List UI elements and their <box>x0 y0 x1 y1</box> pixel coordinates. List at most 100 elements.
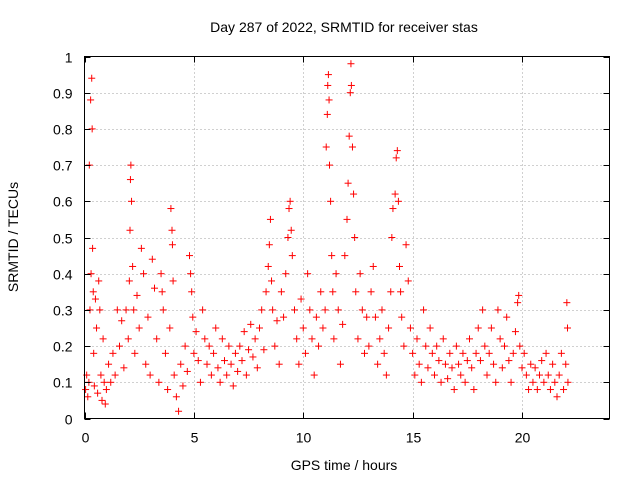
data-points <box>82 60 572 415</box>
data-point <box>258 306 266 314</box>
y-tick-labels: 0 0.1 0.2 0.3 0.4 0.5 0.6 0.7 0.8 0.9 1 <box>53 50 73 428</box>
y-tick-label: 0.6 <box>53 194 73 210</box>
data-point <box>387 288 395 296</box>
data-point <box>374 360 382 368</box>
data-point <box>494 306 502 314</box>
data-point <box>301 349 309 357</box>
data-point <box>321 306 329 314</box>
x-tick-label: 15 <box>406 430 422 446</box>
data-point <box>128 197 136 205</box>
axis-ticks <box>84 56 610 420</box>
data-point <box>275 360 283 368</box>
data-point <box>542 349 550 357</box>
data-point <box>131 349 139 357</box>
data-point <box>394 197 402 205</box>
data-point <box>397 288 405 296</box>
data-point <box>167 205 175 213</box>
data-point <box>392 154 400 162</box>
data-point <box>242 371 250 379</box>
data-point <box>102 386 110 394</box>
data-point <box>188 288 196 296</box>
data-point <box>229 382 237 390</box>
data-point <box>339 320 347 328</box>
y-tick-label: 0.3 <box>53 303 73 319</box>
x-tick-label: 20 <box>515 430 531 446</box>
data-point <box>216 378 224 386</box>
data-point <box>501 342 508 350</box>
data-point <box>88 125 96 133</box>
data-point <box>231 349 239 357</box>
data-point <box>291 306 298 314</box>
data-point <box>196 378 204 386</box>
data-point <box>135 324 143 332</box>
data-point <box>264 262 272 270</box>
data-point <box>344 179 352 187</box>
data-point <box>218 335 226 343</box>
data-point <box>187 270 195 278</box>
data-point <box>529 378 537 386</box>
data-point <box>109 349 117 357</box>
y-axis-label: SRMTID / TECUs <box>5 182 21 292</box>
data-point <box>126 176 134 184</box>
data-point <box>358 306 366 314</box>
data-point <box>347 60 355 68</box>
data-point <box>463 357 471 365</box>
data-point <box>393 147 401 155</box>
data-point <box>179 382 187 390</box>
data-point <box>564 324 571 332</box>
data-point <box>93 324 101 332</box>
y-tick-label: 0.8 <box>53 122 73 138</box>
data-point <box>186 252 193 260</box>
data-point <box>326 161 333 169</box>
data-point <box>413 335 421 343</box>
data-point <box>461 378 469 386</box>
grid-lines <box>84 56 610 419</box>
data-point <box>376 335 384 343</box>
data-point <box>95 277 103 285</box>
data-point <box>363 313 371 321</box>
y-tick-label: 0.9 <box>53 86 73 102</box>
x-tick-label: 5 <box>191 430 199 446</box>
data-point <box>111 371 119 379</box>
data-point <box>151 284 158 292</box>
data-point <box>168 226 176 234</box>
data-point <box>159 306 167 314</box>
data-point <box>347 81 355 89</box>
data-point <box>409 349 417 357</box>
data-point <box>84 393 92 401</box>
data-point <box>91 295 99 303</box>
data-point <box>175 407 183 415</box>
data-point <box>105 360 113 368</box>
data-point <box>378 306 386 314</box>
data-point <box>457 371 465 379</box>
data-point <box>265 241 273 249</box>
y-tick-label: 0 <box>65 412 73 428</box>
data-point <box>286 197 294 205</box>
data-point <box>142 360 150 368</box>
data-point <box>562 360 570 368</box>
data-point <box>348 143 356 151</box>
data-point <box>293 335 301 343</box>
data-point <box>555 371 563 379</box>
data-point <box>118 317 126 325</box>
data-point <box>492 378 500 386</box>
data-point <box>317 288 325 296</box>
data-point <box>155 378 163 386</box>
data-point <box>273 317 281 325</box>
data-point <box>181 342 189 350</box>
data-point <box>540 378 548 386</box>
data-point <box>511 328 519 336</box>
data-point <box>426 324 434 332</box>
data-point <box>330 335 338 343</box>
data-point <box>144 313 152 321</box>
data-point <box>127 161 135 169</box>
data-point <box>287 226 295 234</box>
data-point <box>332 270 340 278</box>
data-point <box>536 371 543 379</box>
data-point <box>269 306 277 314</box>
data-point <box>327 197 335 205</box>
data-point <box>533 386 541 394</box>
data-point <box>189 313 197 321</box>
data-point <box>306 306 314 314</box>
data-point <box>251 335 259 343</box>
